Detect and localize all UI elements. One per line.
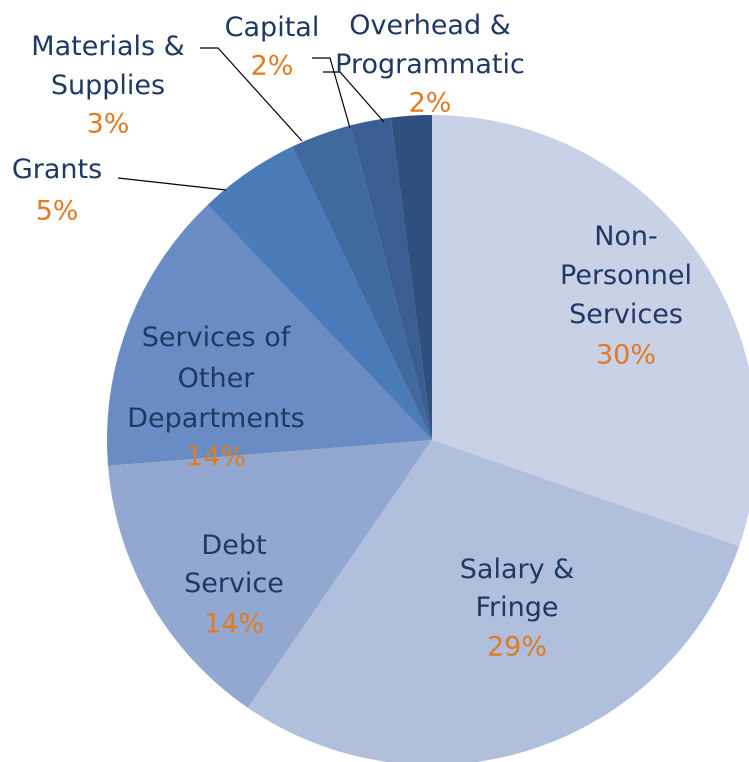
- slice-label: Services of Other Departments: [127, 322, 304, 434]
- slice-value-label: 3%: [87, 109, 130, 140]
- pie-slice: [292, 125, 432, 440]
- slice-label: Grants: [12, 154, 102, 185]
- pie-slice: [390, 115, 432, 440]
- pie-slice: [108, 440, 432, 708]
- leader-line: [117, 177, 227, 191]
- pie-slice: [432, 115, 749, 547]
- leader-line: [323, 71, 385, 123]
- slice-value-label: 5%: [36, 196, 79, 227]
- pie-slice: [107, 204, 432, 466]
- pie-slice: [350, 117, 432, 440]
- slice-label: Non-Personnel Services: [560, 221, 692, 330]
- slice-label: Materials & Supplies: [31, 31, 184, 101]
- pie-slice: [207, 146, 432, 440]
- leader-line: [200, 47, 303, 142]
- slice-value-label: 2%: [409, 88, 452, 119]
- slice-value-label: 2%: [251, 51, 294, 82]
- slice-label: Capital: [225, 12, 320, 43]
- slice-value-label: 29%: [487, 632, 547, 663]
- slice-label: Salary & Fringe: [460, 554, 574, 623]
- pie-slice: [247, 440, 740, 762]
- slice-label: Overhead & Programmatic: [335, 10, 525, 80]
- slice-value-label: 14%: [204, 609, 264, 640]
- slice-value-label: 30%: [596, 340, 656, 371]
- slice-label: Debt Service: [184, 530, 284, 599]
- leader-line: [312, 57, 351, 129]
- slice-value-label: 14%: [186, 442, 246, 473]
